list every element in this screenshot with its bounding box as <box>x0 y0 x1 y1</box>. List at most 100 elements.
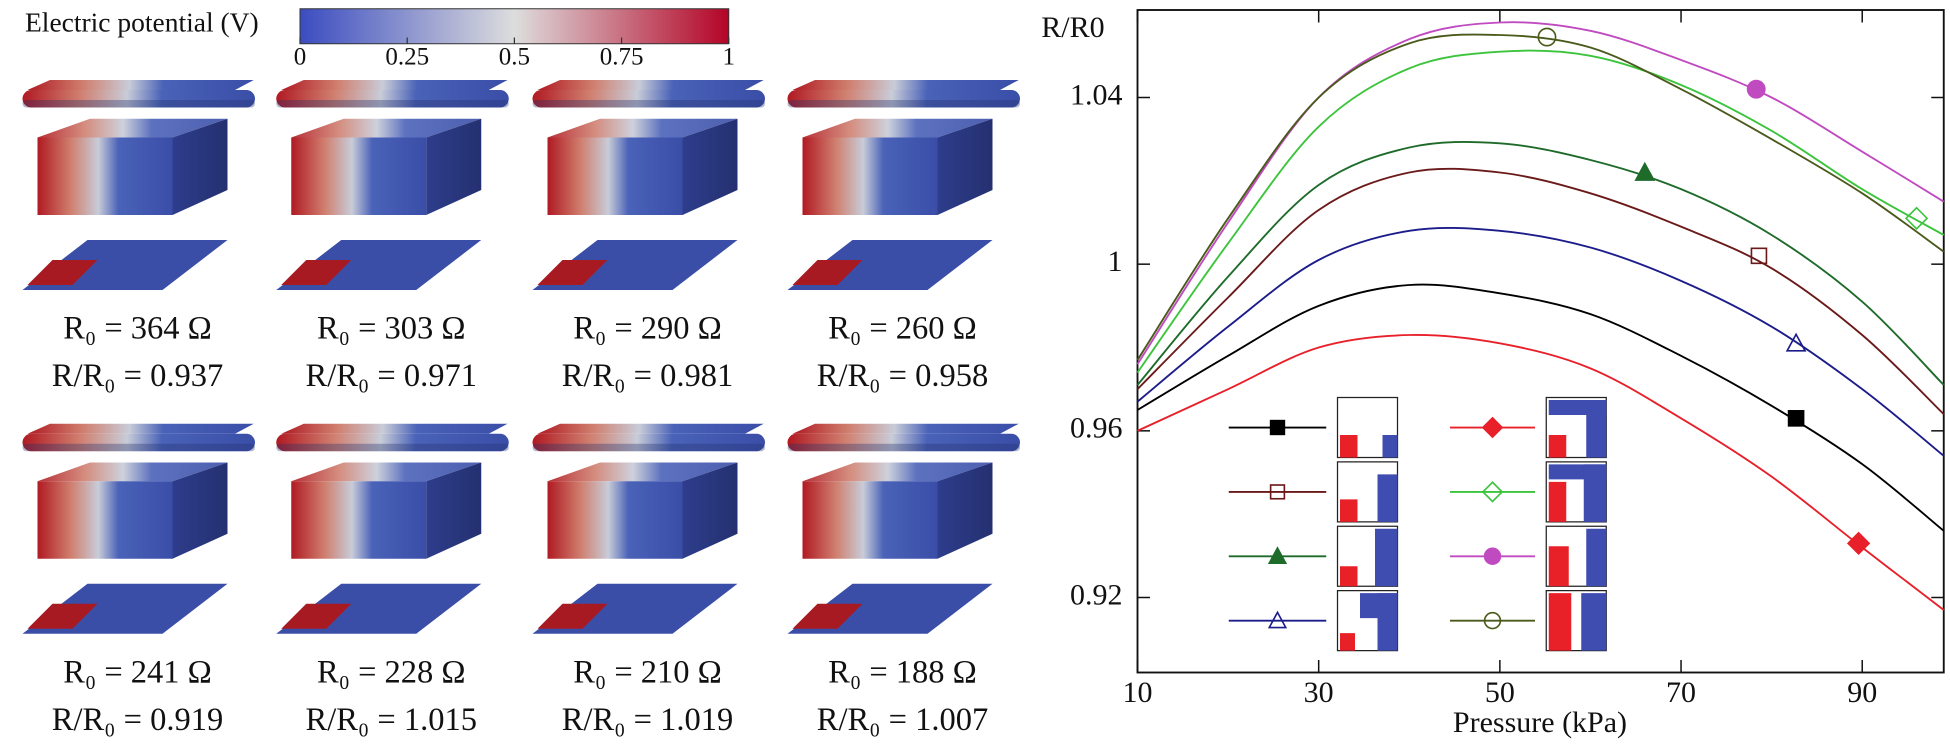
plate-electrode <box>281 603 352 629</box>
marker <box>1483 547 1502 565</box>
series-line <box>1137 283 1945 532</box>
box-side <box>426 462 482 559</box>
box-front <box>547 481 683 559</box>
ratio-label: R/R₀ = 0.937 <box>52 358 223 394</box>
series-line <box>1136 140 1945 386</box>
y-tick-label: 1 <box>1108 245 1123 278</box>
pad-top <box>537 80 764 90</box>
colorbar-title: Electric potential (V) <box>25 6 259 37</box>
box-front <box>802 481 938 559</box>
r0-label: R₀ = 303 Ω <box>317 311 466 347</box>
icon-blue <box>1581 593 1607 651</box>
y-tick-label: 0.92 <box>1070 578 1123 611</box>
plate-electrode <box>27 603 98 629</box>
marker <box>1904 206 1929 230</box>
icon-red <box>1548 435 1567 458</box>
x-tick-label: 90 <box>1847 676 1877 709</box>
box-side <box>937 462 993 559</box>
r0-label: R₀ = 290 Ω <box>573 311 722 347</box>
marker <box>1750 247 1768 265</box>
box-top <box>802 462 993 482</box>
series-line <box>1137 333 1945 611</box>
box-top <box>547 118 738 138</box>
ratio-label: R/R₀ = 1.007 <box>817 702 988 738</box>
icon-red <box>1548 481 1567 522</box>
pad-shade <box>787 100 1020 108</box>
x-tick-label: 10 <box>1123 676 1153 709</box>
box-side <box>426 118 482 215</box>
plate-electrode <box>27 260 98 285</box>
marker <box>1785 332 1807 352</box>
ratio-label: R/R₀ = 1.015 <box>306 702 477 738</box>
pad-body <box>276 433 509 452</box>
legend <box>1228 396 1607 652</box>
icon-blue <box>1375 528 1398 587</box>
series-line <box>1136 49 1945 374</box>
box-front <box>802 137 938 215</box>
icon-blue <box>1377 474 1398 522</box>
pad-top <box>281 80 508 90</box>
box-top <box>37 462 228 482</box>
pad-top <box>27 423 254 434</box>
colorbar-tick-label: 1 <box>723 43 736 70</box>
marker <box>1746 79 1766 99</box>
panel: R₀ = 188 Ω R/R₀ = 1.007 <box>787 423 1020 738</box>
panel: R₀ = 290 Ω R/R₀ = 0.981 <box>532 80 765 394</box>
plate-electrode <box>792 603 863 629</box>
icon-red <box>1340 633 1355 651</box>
box-side <box>682 118 738 215</box>
y-axis-label: R/R0 <box>1041 11 1104 44</box>
pad-shade <box>22 100 255 108</box>
pad-body <box>532 90 765 108</box>
colorbar-tick-label: 0.75 <box>600 43 644 70</box>
panel: R₀ = 228 Ω R/R₀ = 1.015 <box>276 423 509 738</box>
pad-top <box>537 423 764 434</box>
series-line <box>1136 33 1945 361</box>
marker <box>1634 161 1656 181</box>
panel: R₀ = 364 Ω R/R₀ = 0.937 <box>22 80 255 394</box>
r0-label: R₀ = 364 Ω <box>63 311 212 347</box>
colorbar-tick-label: 0.5 <box>499 43 530 70</box>
pad-top <box>27 80 254 90</box>
pad-body <box>787 433 1020 452</box>
marker <box>1267 610 1288 629</box>
box-top <box>291 462 482 482</box>
pad-body <box>22 433 255 452</box>
plate-electrode <box>281 260 352 285</box>
box-side <box>172 118 228 215</box>
box-side <box>172 462 228 559</box>
ratio-label: R/R₀ = 1.019 <box>562 702 733 738</box>
colorbar-tick-label: 0.25 <box>385 43 429 70</box>
pad-shade <box>787 443 1020 452</box>
marker <box>1483 611 1502 630</box>
box-top <box>802 118 993 138</box>
icon-blue <box>1382 435 1398 458</box>
icon-red <box>1340 499 1358 522</box>
icon-blue <box>1377 593 1398 651</box>
ratio-label: R/R₀ = 0.981 <box>562 358 733 394</box>
r0-label: R₀ = 228 Ω <box>317 654 466 690</box>
colorbar-tick-label: 0 <box>294 43 307 70</box>
ratio-label: R/R₀ = 0.971 <box>306 358 477 394</box>
r0-label: R₀ = 188 Ω <box>828 654 977 690</box>
r0-label: R₀ = 260 Ω <box>828 311 977 347</box>
pad-shade <box>532 443 765 452</box>
pad-body <box>276 90 509 108</box>
x-tick-label: 50 <box>1485 676 1515 709</box>
pad-body <box>22 90 255 108</box>
y-tick-label: 0.96 <box>1070 412 1123 445</box>
y-tick-label: 1.04 <box>1070 78 1123 111</box>
pad-shade <box>276 443 509 452</box>
series-line <box>1136 167 1945 415</box>
pad-top <box>792 423 1019 434</box>
pad-shade <box>276 100 509 108</box>
box-top <box>37 118 228 138</box>
marker <box>1269 484 1286 500</box>
series-line <box>1136 21 1945 365</box>
panel: R₀ = 260 Ω R/R₀ = 0.958 <box>787 80 1020 394</box>
marker <box>1481 481 1504 503</box>
marker <box>1537 27 1557 47</box>
plate-electrode <box>537 260 608 285</box>
icon-blue <box>1586 400 1607 458</box>
